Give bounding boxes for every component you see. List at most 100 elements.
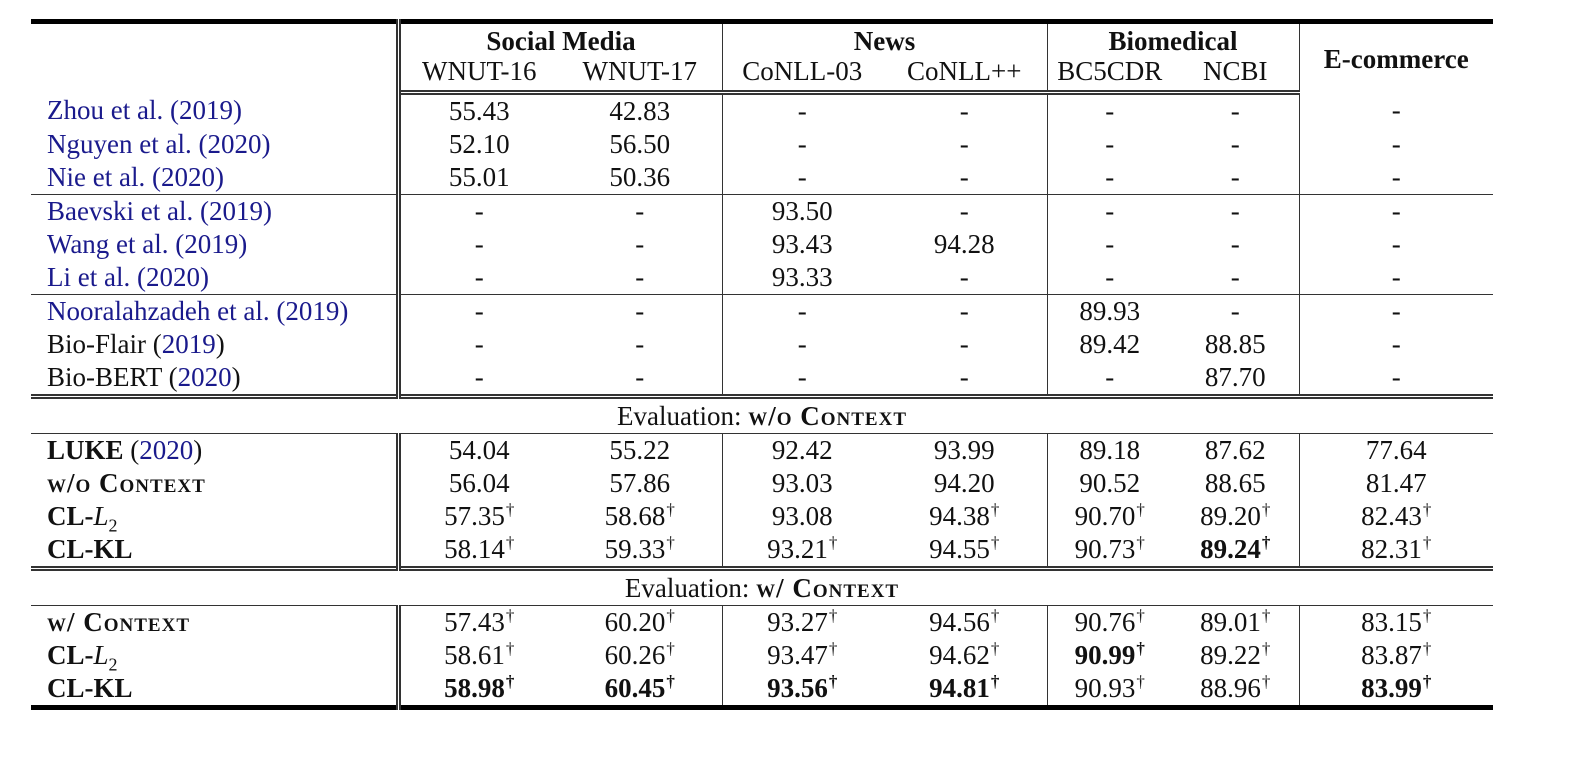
citation-year-link[interactable]: 2020: [160, 162, 215, 192]
score-value: 89.42: [1079, 329, 1141, 359]
data-cell: 87.70: [1172, 361, 1300, 397]
score-value: -: [1391, 362, 1401, 392]
score-cell: 56.04: [398, 467, 558, 500]
data-cell: -: [398, 361, 558, 397]
data-cell: -: [1299, 294, 1493, 328]
score-value: 90.93: [1074, 673, 1136, 703]
method-name: LUKE: [47, 435, 124, 465]
score-cell: 87.62: [1172, 433, 1300, 467]
data-cell: 89.42: [1047, 328, 1172, 361]
score-value: -: [959, 296, 969, 326]
score-value: -: [797, 162, 807, 192]
score-value: -: [1230, 96, 1240, 126]
score-cell: 58.14†: [398, 533, 558, 569]
significance-dagger-icon: †: [1261, 500, 1271, 519]
citation-year-link[interactable]: 2019: [208, 196, 263, 226]
score-value: 83.15: [1361, 607, 1422, 637]
score-value: -: [1105, 129, 1115, 159]
score-value: 89.22: [1200, 640, 1261, 670]
group-header-social-media: Social Media: [398, 19, 723, 56]
significance-dagger-icon: †: [1136, 672, 1145, 691]
score-value: 89.01: [1200, 607, 1261, 637]
data-cell: 94.28: [882, 228, 1048, 261]
method-name-cell: Wang et al. (2019): [31, 228, 401, 261]
section-label-prefix: Evaluation:: [624, 573, 757, 603]
data-cell: -: [1047, 361, 1172, 397]
score-value: 83.99: [1361, 673, 1422, 703]
table-row: Li et al. (2020) - - 93.33 - - - -: [31, 261, 1493, 295]
score-value: 92.42: [771, 435, 833, 465]
data-cell: -: [1172, 128, 1300, 161]
method-name-cell: w/o Context: [31, 467, 401, 500]
data-cell: -: [1047, 228, 1172, 261]
score-cell: 92.42: [722, 434, 882, 468]
score-value: 89.20: [1200, 501, 1261, 531]
significance-dagger-icon: †: [1261, 672, 1271, 691]
data-cell: -: [882, 261, 1048, 295]
score-value: 55.43: [448, 96, 510, 126]
score-value: 58.61: [444, 640, 505, 670]
score-value: 54.04: [448, 435, 510, 465]
section-header: Evaluation: w/o Context: [31, 394, 1493, 434]
score-cell: 60.45†: [558, 672, 723, 710]
significance-dagger-icon: †: [1422, 533, 1432, 552]
data-cell: -: [882, 161, 1048, 195]
data-cell: -: [1172, 92, 1300, 128]
score-value: 59.33: [604, 534, 666, 564]
citation-year-link[interactable]: 2020: [177, 362, 232, 392]
citation-year-link[interactable]: 2019: [161, 329, 216, 359]
table-row: Bio-BERT (2020) - - - - - 87.70 -: [31, 361, 1493, 397]
score-value: 93.27: [767, 607, 828, 637]
method-name-cell: w/ Context: [31, 605, 401, 639]
data-cell: -: [882, 361, 1048, 397]
data-cell: -: [558, 261, 723, 295]
score-cell: 89.18: [1047, 434, 1172, 468]
score-cell: 93.99: [882, 433, 1048, 467]
data-cell: -: [1299, 128, 1493, 161]
citation-year-link[interactable]: 2020: [139, 435, 194, 465]
citation-year-link[interactable]: 2020: [145, 262, 200, 292]
score-cell: 54.04: [398, 434, 558, 468]
citation-year-link[interactable]: 2020: [207, 129, 262, 159]
score-cell: 83.87†: [1299, 639, 1493, 672]
score-value: 90.73: [1074, 534, 1136, 564]
significance-dagger-icon: †: [1422, 606, 1432, 625]
score-value: -: [1230, 196, 1240, 226]
data-cell: 55.43: [398, 93, 558, 129]
score-value: -: [1230, 262, 1240, 292]
citation-year-link[interactable]: 2019: [178, 94, 233, 125]
method-name: Baevski et al.: [47, 196, 194, 226]
significance-dagger-icon: †: [990, 500, 1000, 519]
table-row: w/ Context 57.43† 60.20† 93.27† 94.56† 90.76†…: [31, 605, 1493, 640]
citation-year-link[interactable]: 2019: [285, 296, 340, 326]
significance-dagger-icon: †: [1136, 606, 1145, 625]
significance-dagger-icon: †: [666, 606, 675, 625]
score-value: 94.38: [929, 501, 990, 531]
significance-dagger-icon: †: [1136, 639, 1145, 658]
score-value: 42.83: [609, 96, 671, 126]
score-value: -: [635, 196, 645, 226]
data-cell: -: [558, 294, 723, 328]
score-value: 90.52: [1079, 468, 1141, 498]
score-cell: 82.31†: [1299, 533, 1493, 569]
score-value: 60.45: [604, 673, 666, 703]
significance-dagger-icon: †: [1136, 533, 1145, 552]
data-cell: -: [1299, 93, 1493, 129]
score-cell: 93.27†: [722, 606, 882, 640]
score-value: 94.81: [929, 673, 990, 703]
data-cell: 93.50: [722, 194, 882, 228]
eval-wo-context-section: Evaluation: w/o Context LUKE (2020) 54.04 5…: [31, 394, 1493, 569]
citation-year-link[interactable]: 2019: [184, 229, 239, 259]
score-value: 87.62: [1204, 435, 1266, 465]
data-cell: -: [558, 228, 723, 261]
significance-dagger-icon: †: [666, 500, 675, 519]
score-value: 50.36: [609, 162, 671, 192]
score-value: -: [797, 296, 807, 326]
method-name: Nie et al.: [47, 162, 146, 192]
method-name-cell: CL-L2: [31, 500, 401, 534]
score-cell: 58.98†: [398, 672, 558, 710]
method-name-cell: LUKE (2020): [31, 433, 401, 467]
method-name-cell: Baevski et al. (2019): [31, 194, 401, 228]
data-cell: -: [1299, 194, 1493, 228]
method-name: Li et al.: [47, 262, 131, 292]
